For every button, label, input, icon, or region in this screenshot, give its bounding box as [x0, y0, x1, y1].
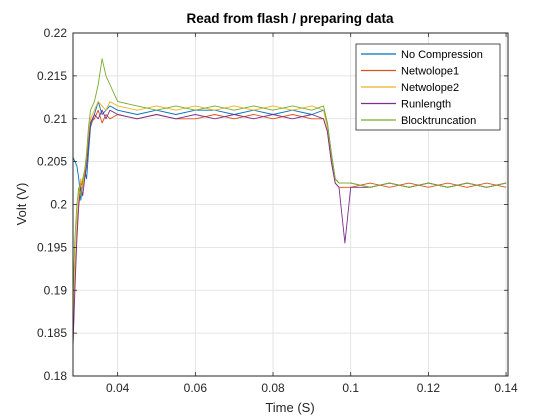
x-tick-label: 0.1 — [342, 381, 359, 395]
x-tick-label: 0.06 — [184, 381, 208, 395]
series-line-blocktruncation — [72, 58, 507, 299]
y-axis-label: Volt (V) — [14, 183, 29, 226]
axis-ticks — [73, 32, 508, 377]
legend-label-runlength: Runlength — [401, 99, 451, 111]
x-tick-label: 0.12 — [417, 381, 441, 395]
y-tick-label: 0.19 — [44, 283, 68, 297]
x-axis-label: Time (S) — [265, 400, 314, 415]
y-tick-label: 0.21 — [44, 112, 68, 126]
series-lines — [72, 58, 507, 347]
axis-tick-labels: 0.04 0.06 0.08 0.1 0.12 0.14 0.18 0.185 0.19 0.19… — [37, 26, 518, 395]
x-tick-label: 0.04 — [106, 381, 130, 395]
legend-label-blocktruncation: Blocktruncation — [401, 115, 476, 127]
legend-label-netwolope2: Netwolope2 — [401, 82, 459, 94]
x-tick-label: 0.14 — [494, 381, 518, 395]
y-tick-label: 0.2 — [50, 198, 67, 212]
legend-label-no-compression: No Compression — [401, 49, 483, 61]
x-tick-label: 0.08 — [261, 381, 285, 395]
legend-label-netwolope1: Netwolope1 — [401, 66, 459, 78]
y-tick-label: 0.185 — [37, 326, 67, 340]
y-tick-label: 0.18 — [44, 369, 68, 383]
y-tick-label: 0.195 — [37, 240, 67, 254]
y-tick-label: 0.215 — [37, 69, 67, 83]
y-tick-label: 0.205 — [37, 155, 67, 169]
legend: No Compression Netwolope1 Netwolope2 Runlen… — [355, 43, 501, 131]
chart-title: Read from flash / preparing data — [186, 11, 394, 26]
y-tick-label: 0.22 — [44, 26, 68, 40]
